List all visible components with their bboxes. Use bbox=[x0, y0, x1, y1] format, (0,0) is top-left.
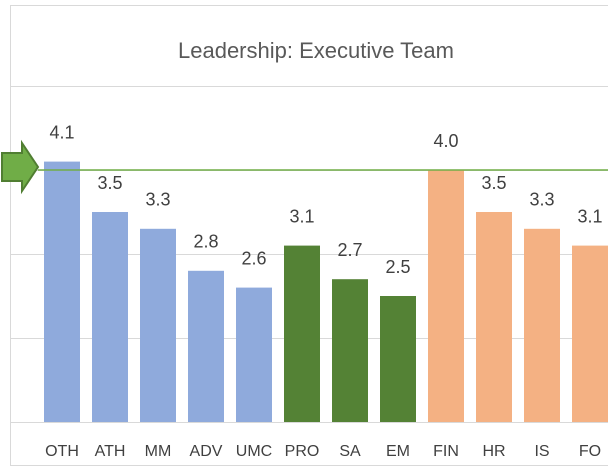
x-tick-label: UMC bbox=[236, 443, 272, 460]
data-label: 3.3 bbox=[529, 190, 554, 210]
data-label: 2.8 bbox=[193, 232, 218, 252]
x-tick-label: HR bbox=[482, 443, 505, 460]
x-tick-label: FO bbox=[579, 443, 601, 460]
bar bbox=[572, 245, 608, 422]
pointer-arrow bbox=[1, 139, 40, 195]
data-label: 3.1 bbox=[289, 206, 314, 226]
bar bbox=[236, 287, 272, 422]
x-tick-label: EM bbox=[386, 443, 410, 460]
x-tick-label: PRO bbox=[285, 443, 320, 460]
bar bbox=[524, 228, 560, 422]
x-tick-label: SA bbox=[339, 443, 361, 460]
data-label: 4.0 bbox=[433, 131, 458, 151]
chart-title: Leadership: Executive Team bbox=[178, 38, 454, 63]
bar bbox=[332, 279, 368, 422]
data-label: 4.1 bbox=[49, 122, 74, 142]
data-label: 3.5 bbox=[481, 173, 506, 193]
bar bbox=[428, 170, 464, 422]
data-label: 2.7 bbox=[337, 240, 362, 260]
data-label: 3.1 bbox=[577, 206, 602, 226]
x-tick-label: OTH bbox=[45, 443, 79, 460]
data-label: 2.6 bbox=[241, 248, 266, 268]
x-tick-label: MM bbox=[145, 443, 172, 460]
bar bbox=[380, 296, 416, 422]
bar bbox=[44, 161, 80, 422]
data-label: 3.5 bbox=[97, 173, 122, 193]
bar bbox=[476, 212, 512, 422]
x-tick-label: ATH bbox=[95, 443, 126, 460]
plot: OTH 4.1 ATH 3.5 MM 3.3 ADV 2.8 UMC 2.6 PRO 3.1 SA 2.7… bbox=[10, 86, 608, 460]
x-tick-label: FIN bbox=[433, 443, 459, 460]
bar bbox=[188, 270, 224, 422]
x-tick-label: ADV bbox=[190, 443, 223, 460]
bar bbox=[284, 245, 320, 422]
x-tick-label: IS bbox=[534, 443, 549, 460]
data-label: 2.5 bbox=[385, 257, 410, 277]
bar bbox=[140, 228, 176, 422]
data-label: 3.3 bbox=[145, 190, 170, 210]
bar bbox=[92, 212, 128, 422]
